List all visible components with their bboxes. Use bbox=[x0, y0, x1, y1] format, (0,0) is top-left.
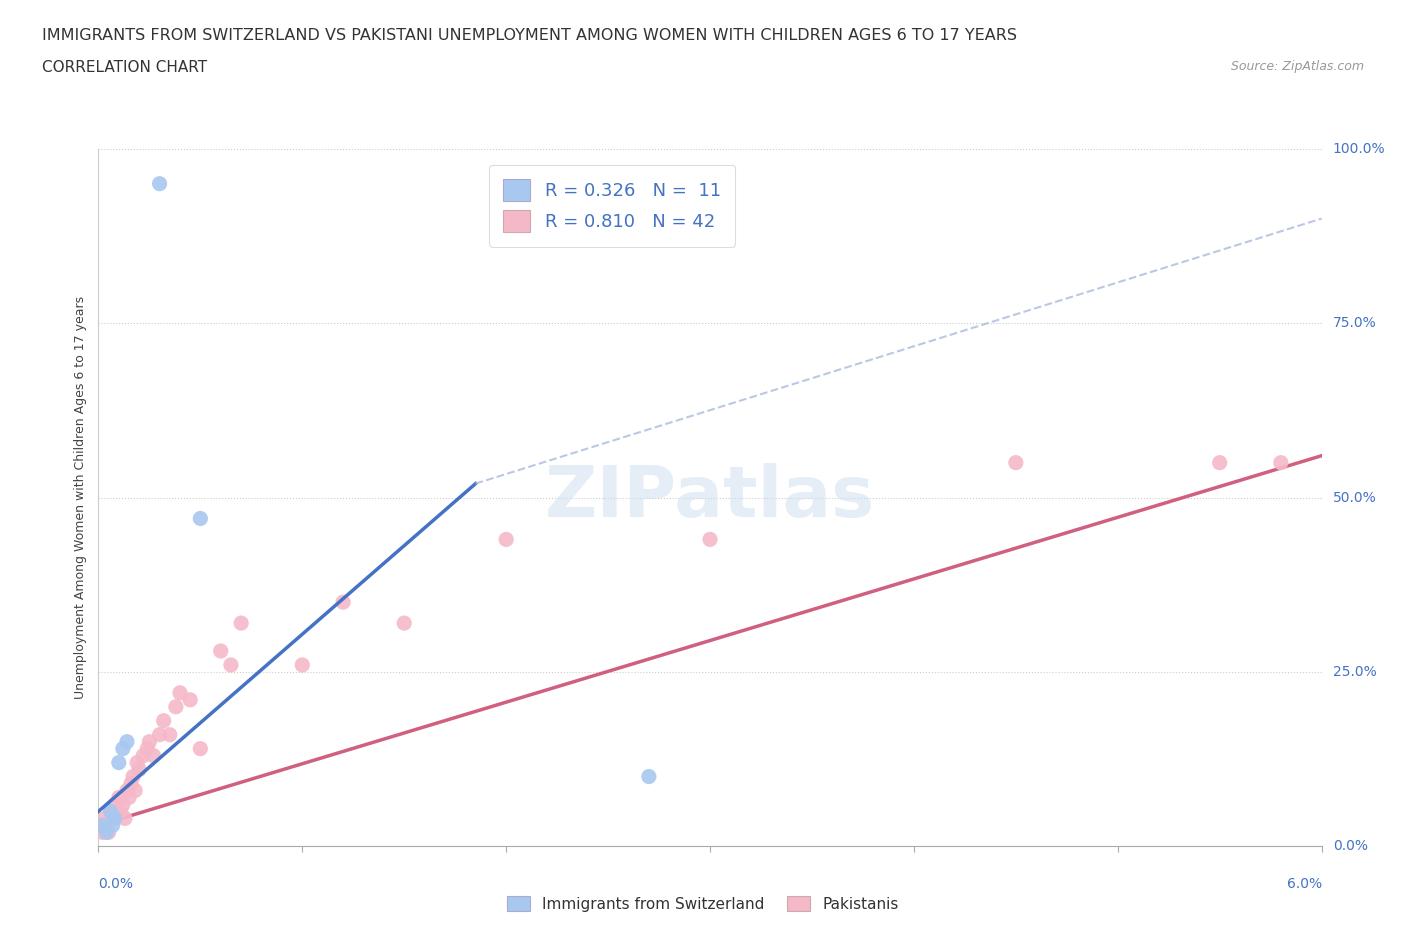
Point bbox=[152, 713, 174, 728]
Point bbox=[136, 741, 159, 756]
Point bbox=[115, 783, 138, 798]
Point bbox=[120, 776, 142, 790]
Point bbox=[91, 818, 114, 833]
Point bbox=[159, 727, 181, 742]
Point bbox=[104, 797, 127, 812]
Text: IMMIGRANTS FROM SWITZERLAND VS PAKISTANI UNEMPLOYMENT AMONG WOMEN WITH CHILDREN : IMMIGRANTS FROM SWITZERLAND VS PAKISTANI… bbox=[42, 28, 1017, 43]
Point bbox=[108, 790, 131, 805]
Point bbox=[124, 783, 146, 798]
Point bbox=[91, 825, 114, 840]
Text: 75.0%: 75.0% bbox=[1333, 316, 1376, 330]
Point bbox=[169, 685, 191, 700]
Point bbox=[100, 804, 122, 819]
Point bbox=[108, 755, 131, 770]
Point bbox=[110, 804, 132, 819]
Y-axis label: Unemployment Among Women with Children Ages 6 to 17 years: Unemployment Among Women with Children A… bbox=[75, 296, 87, 699]
Point bbox=[114, 811, 136, 826]
Point bbox=[115, 735, 138, 750]
Text: 50.0%: 50.0% bbox=[1333, 490, 1376, 505]
Point bbox=[96, 818, 118, 833]
Point bbox=[105, 804, 128, 819]
Point bbox=[165, 699, 187, 714]
Point bbox=[637, 769, 661, 784]
Point bbox=[1270, 456, 1292, 471]
Point bbox=[495, 532, 517, 547]
Point bbox=[101, 818, 124, 833]
Point bbox=[89, 818, 111, 833]
Point bbox=[188, 741, 211, 756]
Legend: R = 0.326   N =  11, R = 0.810   N = 42: R = 0.326 N = 11, R = 0.810 N = 42 bbox=[489, 165, 735, 246]
Point bbox=[101, 811, 124, 826]
Point bbox=[699, 532, 721, 547]
Point bbox=[149, 727, 172, 742]
Text: 6.0%: 6.0% bbox=[1286, 877, 1322, 891]
Text: ZIPatlas: ZIPatlas bbox=[546, 463, 875, 532]
Text: Source: ZipAtlas.com: Source: ZipAtlas.com bbox=[1230, 60, 1364, 73]
Text: 0.0%: 0.0% bbox=[1333, 839, 1368, 854]
Point bbox=[97, 825, 120, 840]
Point bbox=[149, 177, 172, 192]
Point bbox=[392, 616, 416, 631]
Text: 25.0%: 25.0% bbox=[1333, 665, 1376, 679]
Legend: Immigrants from Switzerland, Pakistanis: Immigrants from Switzerland, Pakistanis bbox=[501, 889, 905, 918]
Point bbox=[138, 735, 160, 750]
Text: 100.0%: 100.0% bbox=[1333, 141, 1385, 156]
Point bbox=[127, 755, 149, 770]
Point bbox=[122, 769, 145, 784]
Point bbox=[1208, 456, 1230, 471]
Point bbox=[229, 616, 253, 631]
Point bbox=[291, 658, 314, 672]
Point bbox=[118, 790, 141, 805]
Text: CORRELATION CHART: CORRELATION CHART bbox=[42, 60, 207, 75]
Point bbox=[111, 741, 134, 756]
Point bbox=[219, 658, 242, 672]
Point bbox=[111, 797, 134, 812]
Point bbox=[209, 644, 232, 658]
Point bbox=[142, 748, 165, 763]
Point bbox=[100, 804, 122, 819]
Point bbox=[96, 825, 118, 840]
Point bbox=[104, 811, 127, 826]
Point bbox=[132, 748, 155, 763]
Point bbox=[128, 763, 150, 777]
Point bbox=[1004, 456, 1026, 471]
Text: 0.0%: 0.0% bbox=[98, 877, 134, 891]
Point bbox=[332, 595, 354, 610]
Point bbox=[188, 512, 211, 526]
Point bbox=[93, 811, 115, 826]
Point bbox=[179, 692, 201, 708]
